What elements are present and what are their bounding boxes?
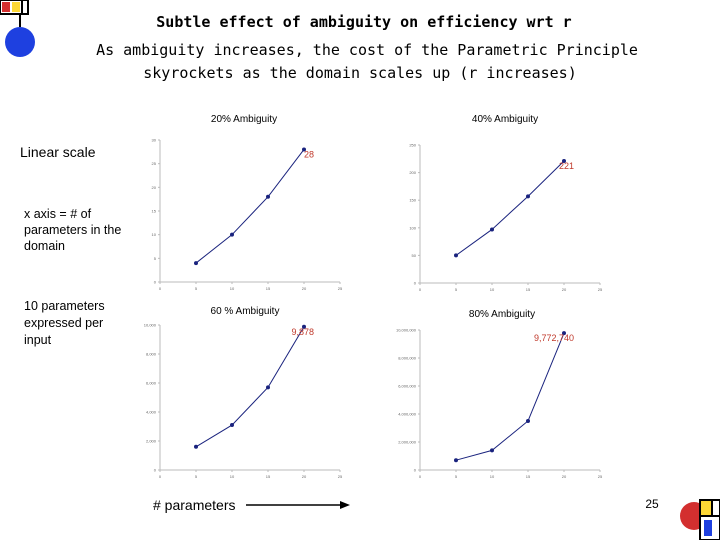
x-tick-label: 25 <box>598 474 603 479</box>
note-box: 10 parameters expressed per input <box>24 299 105 347</box>
data-label: 28 <box>304 149 314 159</box>
note: Linear scale <box>20 144 96 160</box>
y-tick-label: 8,000,000 <box>398 356 417 361</box>
y-tick-label: 10,000 <box>144 323 157 328</box>
y-tick-label: 25 <box>152 161 157 166</box>
corner-decoration <box>0 0 35 57</box>
page-number: 25 <box>645 497 659 511</box>
data-label: 221 <box>559 161 574 171</box>
x-caption: # parameters <box>153 497 235 513</box>
data-point <box>562 159 566 164</box>
x-tick-label: 20 <box>562 287 567 292</box>
y-tick-label: 10 <box>152 232 157 237</box>
slide-subtitle: skyrockets as the domain scales up (r in… <box>143 64 576 82</box>
x-tick-label: 10 <box>230 474 235 479</box>
x-tick-label: 25 <box>338 474 343 479</box>
x-tick-label: 0 <box>159 286 162 291</box>
x-tick-label: 0 <box>419 287 422 292</box>
data-line <box>455 160 565 256</box>
data-point <box>266 194 270 199</box>
y-tick-label: 200 <box>409 170 416 175</box>
data-point <box>454 458 458 463</box>
data-point <box>194 261 198 266</box>
y-tick-label: 10,000,000 <box>396 328 417 333</box>
x-tick-label: 20 <box>562 474 567 479</box>
x-tick-label: 25 <box>598 287 603 292</box>
y-tick-label: 0 <box>154 468 157 473</box>
data-point <box>266 385 270 390</box>
y-tick-label: 8,000 <box>146 352 157 357</box>
y-tick-label: 30 <box>152 138 157 143</box>
data-point <box>562 331 566 336</box>
y-tick-label: 50 <box>412 253 417 258</box>
data-point <box>230 423 234 428</box>
y-tick-label: 6,000,000 <box>398 384 417 389</box>
y-tick-label: 6,000 <box>146 381 157 386</box>
y-tick-label: 2,000,000 <box>398 440 417 445</box>
data-point <box>526 419 530 423</box>
data-label: 9,772,740 <box>534 333 574 343</box>
x-tick-label: 10 <box>490 474 495 479</box>
x-tick-label: 5 <box>455 474 458 479</box>
y-tick-label: 0 <box>414 468 417 473</box>
y-tick-label: 0 <box>154 280 157 285</box>
note-box: x axis = # of parameters in the domain <box>24 207 122 253</box>
data-label: 9,878 <box>291 327 314 337</box>
y-tick-label: 150 <box>409 198 416 203</box>
data-line <box>195 326 305 448</box>
data-point <box>302 324 306 329</box>
y-tick-label: 15 <box>152 209 157 214</box>
corner-decoration <box>680 499 720 540</box>
data-point <box>230 232 234 237</box>
y-tick-label: 250 <box>409 143 416 148</box>
x-tick-label: 5 <box>195 474 198 479</box>
data-line <box>455 332 565 461</box>
y-tick-label: 4,000,000 <box>398 412 417 417</box>
note: x axis = # of parameters in the domain <box>24 207 122 253</box>
x-tick-label: 10 <box>230 286 235 291</box>
data-point <box>490 227 494 232</box>
x-tick-label: 0 <box>159 474 162 479</box>
x-tick-label: 5 <box>195 286 198 291</box>
x-tick-label: 15 <box>266 474 271 479</box>
x-tick-label: 0 <box>419 474 422 479</box>
x-tick-label: 20 <box>302 286 307 291</box>
chart-title: 40% Ambiguity <box>472 114 538 125</box>
x-tick-label: 15 <box>526 474 531 479</box>
data-point <box>302 147 306 152</box>
x-tick-label: 25 <box>338 286 343 291</box>
chart-title: 60 % Ambiguity <box>211 306 280 317</box>
x-tick-label: 20 <box>302 474 307 479</box>
chart-title: 80% Ambiguity <box>469 309 535 320</box>
y-tick-label: 0 <box>414 281 417 286</box>
y-tick-label: 5 <box>154 256 157 261</box>
slide-title: Subtle effect of ambiguity on efficiency… <box>156 13 571 31</box>
data-point <box>490 448 494 453</box>
x-tick-label: 15 <box>526 287 531 292</box>
data-line <box>195 149 305 264</box>
arrow-head <box>340 501 350 509</box>
y-tick-label: 2,000 <box>146 439 157 444</box>
data-point <box>454 253 458 258</box>
data-point <box>194 444 198 449</box>
y-tick-label: 4,000 <box>146 410 157 415</box>
y-tick-label: 20 <box>152 185 157 190</box>
note: 10 parameters expressed per input <box>24 299 105 347</box>
y-tick-label: 100 <box>409 225 416 230</box>
data-point <box>526 194 530 199</box>
x-tick-label: 15 <box>266 286 271 291</box>
slide-subtitle: As ambiguity increases, the cost of the … <box>96 41 638 59</box>
x-tick-label: 10 <box>490 287 495 292</box>
chart-title: 20% Ambiguity <box>211 114 277 125</box>
x-tick-label: 5 <box>455 287 458 292</box>
